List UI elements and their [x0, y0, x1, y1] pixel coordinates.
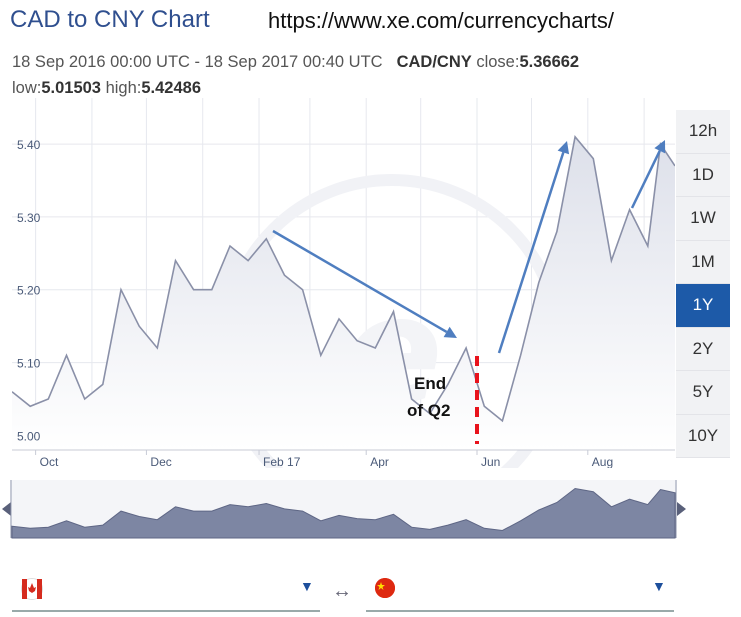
range-button-1m[interactable]: 1M	[676, 240, 730, 284]
navigator-left-handle[interactable]	[2, 502, 11, 516]
low-label: low:	[12, 79, 42, 97]
swap-currencies-icon[interactable]: ↔	[332, 580, 352, 602]
x-tick-label: Aug	[592, 455, 613, 468]
range-button-5y[interactable]: 5Y	[676, 371, 730, 415]
y-tick-label: 5.30	[17, 211, 41, 225]
chart-meta-line-1: 18 Sep 2016 00:00 UTC - 18 Sep 2017 00:4…	[12, 53, 579, 72]
annotation-layer: End of Q2	[272, 140, 666, 444]
range-button-10y[interactable]: 10Y	[676, 414, 730, 458]
series-area	[12, 136, 675, 451]
range-button-1y[interactable]: 1Y	[676, 284, 730, 328]
close-label: close:	[476, 53, 520, 71]
high-label: high:	[105, 79, 142, 97]
y-tick-label: 5.40	[17, 138, 41, 152]
series-layer	[11, 134, 676, 451]
chevron-down-icon[interactable]: ▼	[300, 578, 314, 594]
x-axis-labels: Oct Dec Feb 17 Apr Jun Aug	[35, 450, 613, 469]
x-ticks	[35, 450, 589, 455]
canada-flag-icon	[21, 578, 43, 600]
y-tick-label: 5.00	[17, 429, 41, 443]
close-value: 5.36662	[519, 53, 580, 71]
navigator-series	[11, 487, 676, 539]
from-currency-select[interactable]: ▼	[12, 566, 320, 612]
y-tick-label: 5.20	[17, 284, 41, 298]
x-tick-label: Feb 17	[263, 455, 301, 468]
china-flag-icon	[375, 578, 395, 598]
low-value: 5.01503	[41, 79, 101, 97]
annotation-end: End	[414, 374, 446, 393]
navigator[interactable]	[0, 478, 690, 540]
to-currency-select[interactable]: ▼	[366, 566, 674, 612]
chevron-down-icon[interactable]: ▼	[652, 578, 666, 594]
annotation-of-q2: of Q2	[407, 401, 450, 420]
date-range: 18 Sep 2016 00:00 UTC - 18 Sep 2017 00:4…	[12, 53, 383, 71]
series-line	[11, 134, 676, 423]
x-tick-label: Oct	[40, 455, 59, 468]
navigator-area	[11, 487, 676, 539]
range-button-1w[interactable]: 1W	[676, 197, 730, 241]
trend-arrow-up-1	[497, 141, 570, 354]
range-selector: 12h 1D 1W 1M 1Y 2Y 5Y 10Y	[676, 110, 730, 458]
source-url: https://www.xe.com/currencycharts/	[268, 8, 614, 33]
chart-title: CAD to CNY Chart	[10, 6, 210, 33]
x-tick-label: Apr	[370, 455, 389, 468]
navigator-right-handle[interactable]	[677, 502, 686, 516]
x-tick-label: Dec	[150, 455, 171, 468]
trend-arrow-down	[272, 229, 457, 338]
navigator-svg[interactable]	[0, 478, 690, 540]
range-button-12h[interactable]: 12h	[676, 110, 730, 154]
y-axis-labels: 5.00 5.10 5.20 5.30 5.40	[17, 138, 41, 443]
x-tick-label: Jun	[481, 455, 500, 468]
range-button-2y[interactable]: 2Y	[676, 327, 730, 371]
range-button-1d[interactable]: 1D	[676, 153, 730, 197]
y-tick-label: 5.10	[17, 357, 41, 371]
high-value: 5.42486	[141, 79, 202, 97]
trend-arrow-up-2	[630, 140, 666, 209]
chart-meta-line-2: low:5.01503 high:5.42486	[12, 79, 201, 98]
currency-pair: CAD/CNY	[396, 53, 472, 71]
